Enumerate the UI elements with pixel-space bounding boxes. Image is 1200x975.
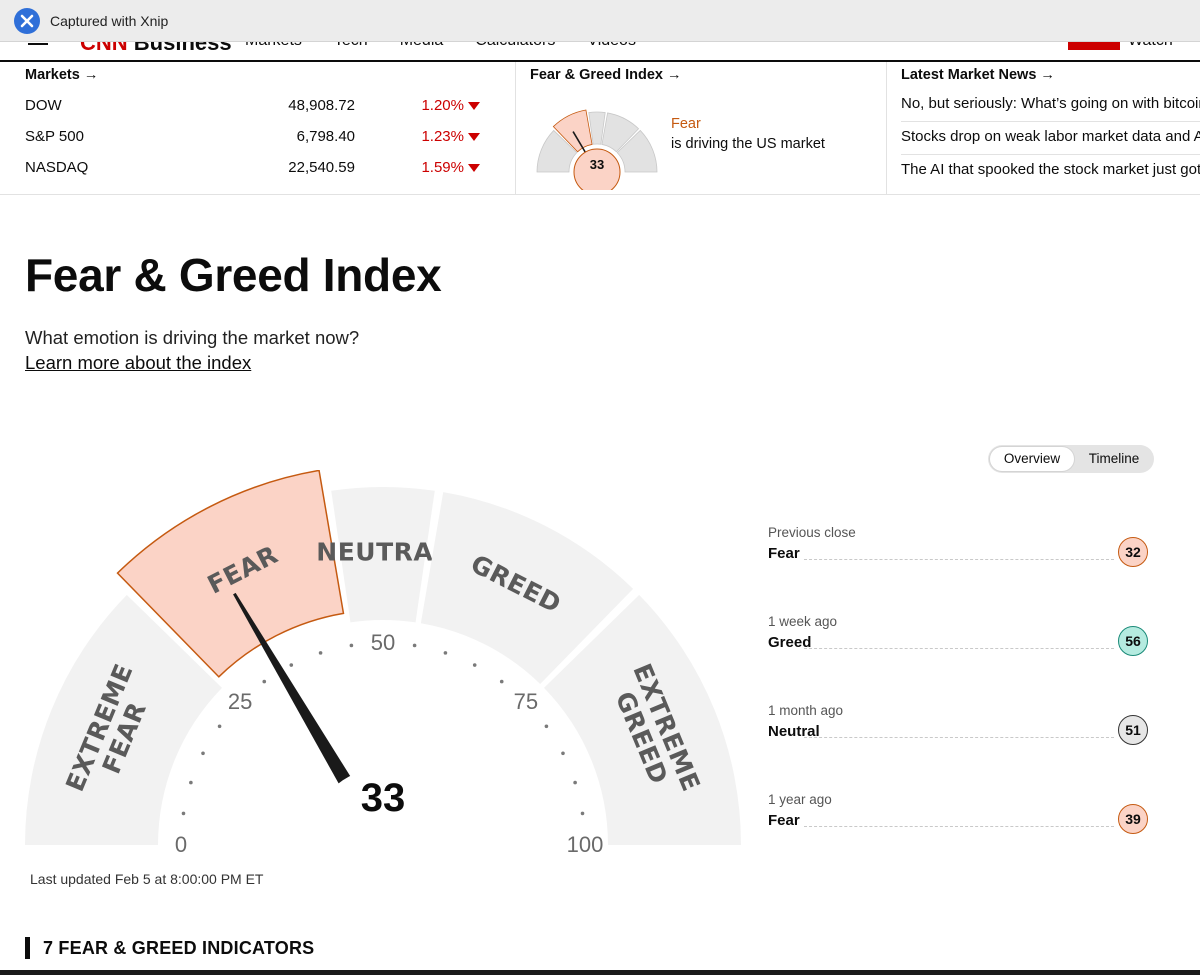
gauge-segment-extreme-fear [25,594,223,845]
capture-bar: Captured with Xnip [0,0,1200,42]
dotted-leader [804,826,1114,827]
last-updated: Last updated Feb 5 at 8:00:00 PM ET [30,871,264,887]
markets-panel: Markets → DOW 48,908.72 1.20% S&P 500 6,… [25,62,515,195]
gauge-tick-dot [580,811,585,816]
xnip-logo-icon [14,7,40,34]
news-link[interactable]: Latest Market News → [901,67,1055,83]
capture-title: Captured with Xnip [50,12,169,29]
gauge-segment-fear [116,470,345,678]
gauge-tick-label: 100 [567,832,604,857]
tab-overview[interactable]: Overview [990,447,1074,471]
gauge-tick-dot [349,643,354,648]
mini-gauge-segment [601,112,640,153]
gauge-tick-dot [201,751,205,756]
mini-gauge-segment [616,129,658,173]
mini-gauge-center [573,148,621,190]
nav-link-calculators[interactable]: Calculators [475,42,555,50]
fear-greed-link[interactable]: Fear & Greed Index → [530,67,682,83]
markets-link[interactable]: Markets → [25,67,99,83]
gauge-tick-dot [443,651,448,655]
learn-more-link[interactable]: Learn more about the index [25,352,252,373]
market-row-sp500[interactable]: S&P 500 6,798.40 1.23% [25,128,480,148]
down-arrow-icon [468,132,480,141]
mini-gauge-segment [552,109,593,153]
gauge-tick-label: 75 [514,689,538,714]
view-toggle: Overview Timeline [988,445,1154,473]
top-nav: CNN Business Markets Tech Media Calculat… [0,42,1200,62]
history-previous-close: Previous close Fear 32 [768,525,1150,585]
gauge-tick-dot [189,780,193,785]
gauge-tick-label: 25 [228,689,252,714]
news-item[interactable]: The AI that spooked the stock market jus… [901,161,1200,178]
nav-link-markets[interactable]: Markets [245,42,302,50]
gauge-segment-label: NEUTRAL [316,538,449,567]
cnn-business-logo[interactable]: CNN Business [80,42,232,55]
gauge-tick-dot [289,663,294,667]
mini-gauge-desc: is driving the US market [671,136,825,152]
gauge-needle [233,592,354,789]
news-item[interactable]: No, but seriously: What’s going on with … [901,95,1200,112]
bottom-edge [0,970,1200,975]
nav-link-media[interactable]: Media [400,42,444,50]
gauge-value: 33 [361,776,406,820]
page-title: Fear & Greed Index [25,249,442,301]
gauge-tick-dot [472,663,477,667]
score-badge: 56 [1118,626,1148,656]
dotted-leader [804,737,1114,738]
dotted-leader [804,559,1114,560]
mini-gauge-value: 33 [590,157,604,172]
page-subtitle: What emotion is driving the market now? [25,327,360,348]
gauge-segment-neutral [331,487,435,623]
down-arrow-icon [468,101,480,110]
gauge-tick-dot [181,811,186,816]
nav-link-videos[interactable]: Videos [587,42,636,50]
gauge-tick-dot [217,724,222,729]
mini-gauge-label: Fear [671,116,701,132]
gauge-segment-extreme-greed [543,594,741,845]
divider [901,121,1200,122]
tab-timeline[interactable]: Timeline [1088,451,1140,466]
news-panel: Latest Market News → No, but seriously: … [888,62,1200,195]
down-arrow-icon [468,163,480,172]
gauge-tick-dot [544,724,549,729]
gauge-tick-dot [573,780,577,785]
news-item[interactable]: Stocks drop on weak labor market data an… [901,128,1200,145]
market-row-dow[interactable]: DOW 48,908.72 1.20% [25,97,480,117]
watch-link[interactable]: Watch [1128,42,1173,50]
score-badge: 32 [1118,537,1148,567]
market-ticker: Markets → DOW 48,908.72 1.20% S&P 500 6,… [0,62,1200,195]
mini-gauge-segment [588,111,606,145]
hamburger-menu-icon[interactable] [28,42,48,48]
gauge-tick-dot [412,643,417,648]
dotted-leader [804,648,1114,649]
gauge-tick-dot [318,651,323,655]
gauge-tick-dot [262,679,267,684]
history-1-year-ago: 1 year ago Fear 39 [768,792,1150,852]
subscribe-button[interactable] [1068,42,1120,50]
gauge-tick-label: 0 [175,832,187,857]
history-1-month-ago: 1 month ago Neutral 51 [768,703,1150,763]
mini-gauge: 33 [536,109,658,190]
history-1-week-ago: 1 week ago Greed 56 [768,614,1150,674]
fear-greed-mini-panel[interactable]: Fear & Greed Index → 33 Fear is driving … [515,62,887,195]
mini-gauge-segment [536,129,578,173]
gauge-segment-greed [420,492,634,685]
nav-link-tech[interactable]: Tech [334,42,368,50]
market-row-nasdaq[interactable]: NASDAQ 22,540.59 1.59% [25,159,480,179]
gauge-tick-dot [561,751,565,756]
gauge-tick-label: 50 [371,630,395,655]
gauge-tick-dot [499,679,504,684]
score-badge: 39 [1118,804,1148,834]
gauge-center [311,768,455,870]
indicators-heading: 7 FEAR & GREED INDICATORS [25,937,314,959]
divider [901,154,1200,155]
score-badge: 51 [1118,715,1148,745]
